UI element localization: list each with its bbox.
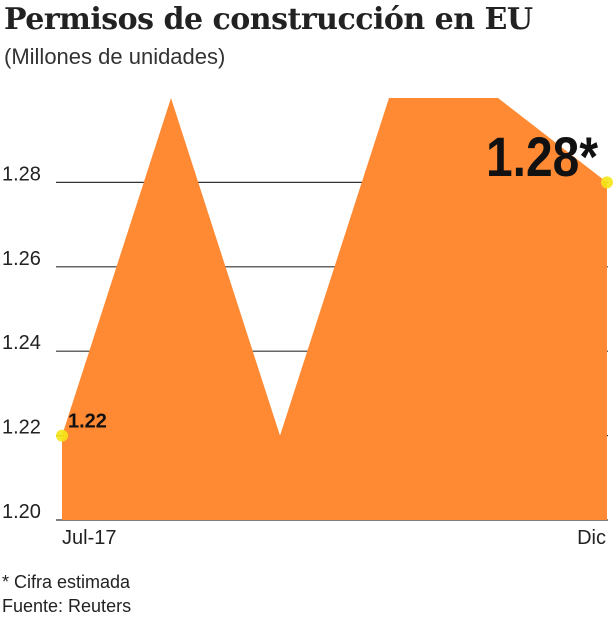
y-tick-label: 1.20 [2, 501, 41, 523]
y-tick-label: 1.28 [2, 163, 41, 185]
data-point-marker [56, 429, 68, 442]
footnote: * Cifra estimada [2, 572, 131, 592]
area-series [62, 98, 607, 520]
data-point-marker [601, 176, 613, 189]
x-tick-label: Dic [577, 527, 606, 549]
x-tick-label: Jul-17 [62, 527, 116, 549]
first-value-label: 1.22 [68, 411, 107, 433]
y-tick-label: 1.26 [2, 248, 41, 270]
chart-subtitle: (Millones de unidades) [4, 44, 226, 69]
last-value-label: 1.28* [486, 125, 598, 188]
source: Fuente: Reuters [2, 596, 132, 616]
y-tick-label: 1.22 [2, 417, 41, 439]
y-tick-label: 1.24 [2, 332, 41, 354]
chart-title: Permisos de construcción en EU [4, 2, 533, 37]
